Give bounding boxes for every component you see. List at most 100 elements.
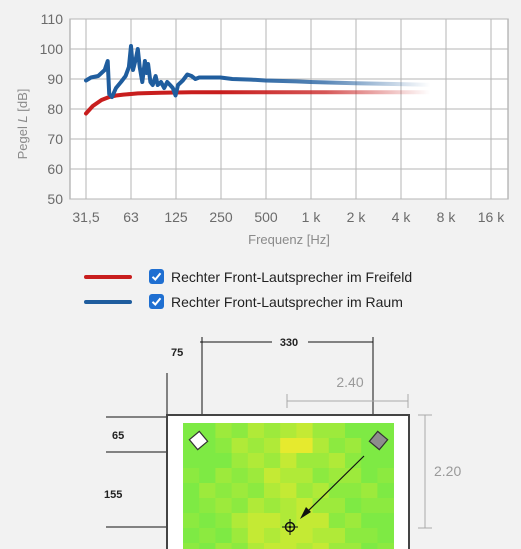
- heatmap-cell: [247, 453, 265, 469]
- heatmap-cell: [215, 438, 232, 454]
- heatmap-cell: [280, 483, 297, 499]
- heatmap-cell: [345, 528, 362, 544]
- heatmap-cell: [280, 513, 297, 529]
- heatmap-cell: [264, 423, 281, 439]
- heatmap-cell: [361, 453, 378, 469]
- heatmap-cell: [247, 468, 265, 484]
- heatmap-cell: [215, 498, 232, 514]
- y-tick-label: 100: [40, 41, 64, 57]
- heatmap-cell: [361, 483, 378, 499]
- x-axis-ticks: 31,5 63 125 250 500 1 k 2 k 4 k 8 k 16 k: [72, 209, 505, 225]
- heatmap-cell: [345, 543, 362, 549]
- heatmap-cell: [345, 423, 362, 439]
- heatmap-cell: [377, 528, 394, 544]
- heatmap-cell: [312, 438, 330, 454]
- heatmap-cell: [231, 528, 249, 544]
- heatmap-cell: [296, 528, 313, 544]
- heatmap-cell: [264, 468, 281, 484]
- legend-label-freifeld[interactable]: Rechter Front-Lautsprecher im Freifeld: [171, 268, 413, 285]
- x-tick-label: 4 k: [392, 209, 412, 225]
- right-speaker-icon[interactable]: [368, 430, 389, 451]
- heatmap-cell: [312, 483, 330, 499]
- y-axis-title: Pegel L [dB]: [15, 89, 30, 160]
- heatmap-cell: [247, 423, 265, 439]
- heatmap-cell: [296, 423, 313, 439]
- heatmap-cell: [280, 498, 297, 514]
- check-icon: [151, 297, 162, 306]
- dim-label-bg: [272, 336, 308, 348]
- heatmap-cell: [247, 438, 265, 454]
- x-tick-label: 16 k: [478, 209, 505, 225]
- heatmap-cell: [183, 498, 200, 514]
- heatmap-cell: [247, 483, 265, 499]
- x-tick-label: 1 k: [302, 209, 322, 225]
- legend-line-blue: [84, 299, 132, 304]
- heatmap-cell: [231, 483, 249, 499]
- x-tick-label: 2 k: [347, 209, 367, 225]
- heatmap-cell: [215, 453, 232, 469]
- heatmap-cell: [361, 513, 378, 529]
- check-icon: [151, 272, 162, 281]
- legend-item-raum[interactable]: Rechter Front-Lautsprecher im Raum: [84, 289, 412, 314]
- heatmap-cell: [328, 483, 346, 499]
- left-speaker-icon[interactable]: [188, 430, 209, 451]
- heatmap-cell: [328, 453, 346, 469]
- heatmap-cell: [361, 468, 378, 484]
- heatmap-cell: [215, 528, 232, 544]
- heatmap-cell: [296, 483, 313, 499]
- checkbox-raum[interactable]: [149, 294, 164, 309]
- chart-series: [84, 44, 439, 116]
- heatmap-cell: [231, 513, 249, 529]
- heatmap-cell: [312, 468, 330, 484]
- dim-width-label: 330: [280, 337, 298, 349]
- x-tick-label: 250: [209, 209, 233, 225]
- heatmap-cell: [377, 483, 394, 499]
- heatmap-cell: [280, 453, 297, 469]
- heatmap-cell: [199, 498, 216, 514]
- heatmap-cell: [280, 543, 297, 549]
- heatmap-cell: [199, 528, 216, 544]
- heatmap-cell: [377, 543, 394, 549]
- legend-item-freifeld[interactable]: Rechter Front-Lautsprecher im Freifeld: [84, 264, 412, 289]
- heatmap-cell: [312, 498, 330, 514]
- legend-line-red: [84, 274, 132, 279]
- room-depth-label: 2.20: [434, 463, 461, 479]
- heatmap-cell: [183, 468, 200, 484]
- heatmap-cell: [296, 468, 313, 484]
- heatmap-cell: [345, 483, 362, 499]
- heatmap-cell: [280, 423, 297, 439]
- heatmap-cell: [199, 543, 216, 549]
- heatmap-cell: [296, 453, 313, 469]
- heatmap-cell: [280, 468, 297, 484]
- heatmap-cell: [345, 468, 362, 484]
- heatmap-cell: [183, 513, 200, 529]
- heatmap-cell: [312, 528, 330, 544]
- x-tick-label: 500: [254, 209, 278, 225]
- heatmap-cell: [199, 513, 216, 529]
- dim-middle-label: 155: [104, 489, 122, 501]
- heatmap-cell: [377, 468, 394, 484]
- heatmap-cell: [328, 543, 346, 549]
- listening-position-icon[interactable]: [282, 519, 298, 535]
- checkbox-freifeld[interactable]: [149, 269, 164, 284]
- heatmap-cell: [328, 498, 346, 514]
- heatmap-cell: [215, 468, 232, 484]
- heatmap-cell: [312, 423, 330, 439]
- y-tick-label: 90: [47, 71, 63, 87]
- heatmap-cell: [345, 438, 362, 454]
- heatmap-cell: [264, 498, 281, 514]
- x-tick-label: 31,5: [72, 209, 99, 225]
- heatmap-cell: [264, 453, 281, 469]
- heatmap-cell: [231, 423, 249, 439]
- x-tick-label: 63: [123, 209, 139, 225]
- heatmap-cell: [215, 483, 232, 499]
- heatmap-cell: [264, 513, 281, 529]
- heatmap-cell: [199, 483, 216, 499]
- heatmap-cell: [280, 528, 297, 544]
- y-tick-label: 50: [47, 191, 63, 207]
- heatmap-cell: [215, 513, 232, 529]
- legend-label-raum[interactable]: Rechter Front-Lautsprecher im Raum: [171, 293, 403, 310]
- heatmap-cell: [312, 513, 330, 529]
- x-axis-title: Frequenz [Hz]: [248, 232, 330, 247]
- heatmap-cell: [183, 528, 200, 544]
